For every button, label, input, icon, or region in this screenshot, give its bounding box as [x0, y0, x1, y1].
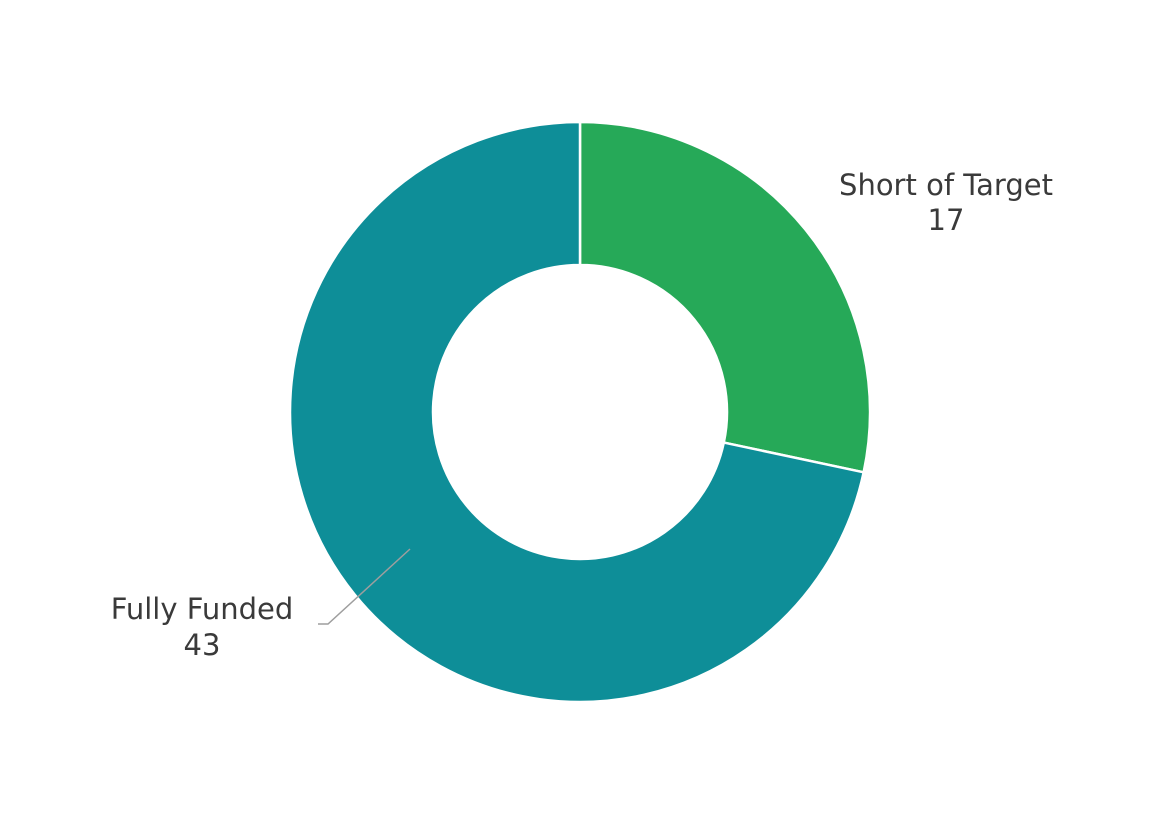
donut-slices — [288, 120, 872, 704]
slice-label-short-of-target: Short of Target — [839, 168, 1053, 202]
slice-label-fully-funded: Fully Funded — [111, 592, 293, 626]
slice-fully-funded — [288, 120, 865, 704]
leader-line-fully-funded — [318, 548, 411, 625]
slice-value-short-of-target: 17 — [928, 203, 965, 237]
slice-short-of-target — [578, 120, 872, 474]
slice-value-fully-funded: 43 — [184, 628, 221, 662]
slice-labels: Short of Target 17 Fully Funded 43 — [111, 168, 1053, 662]
